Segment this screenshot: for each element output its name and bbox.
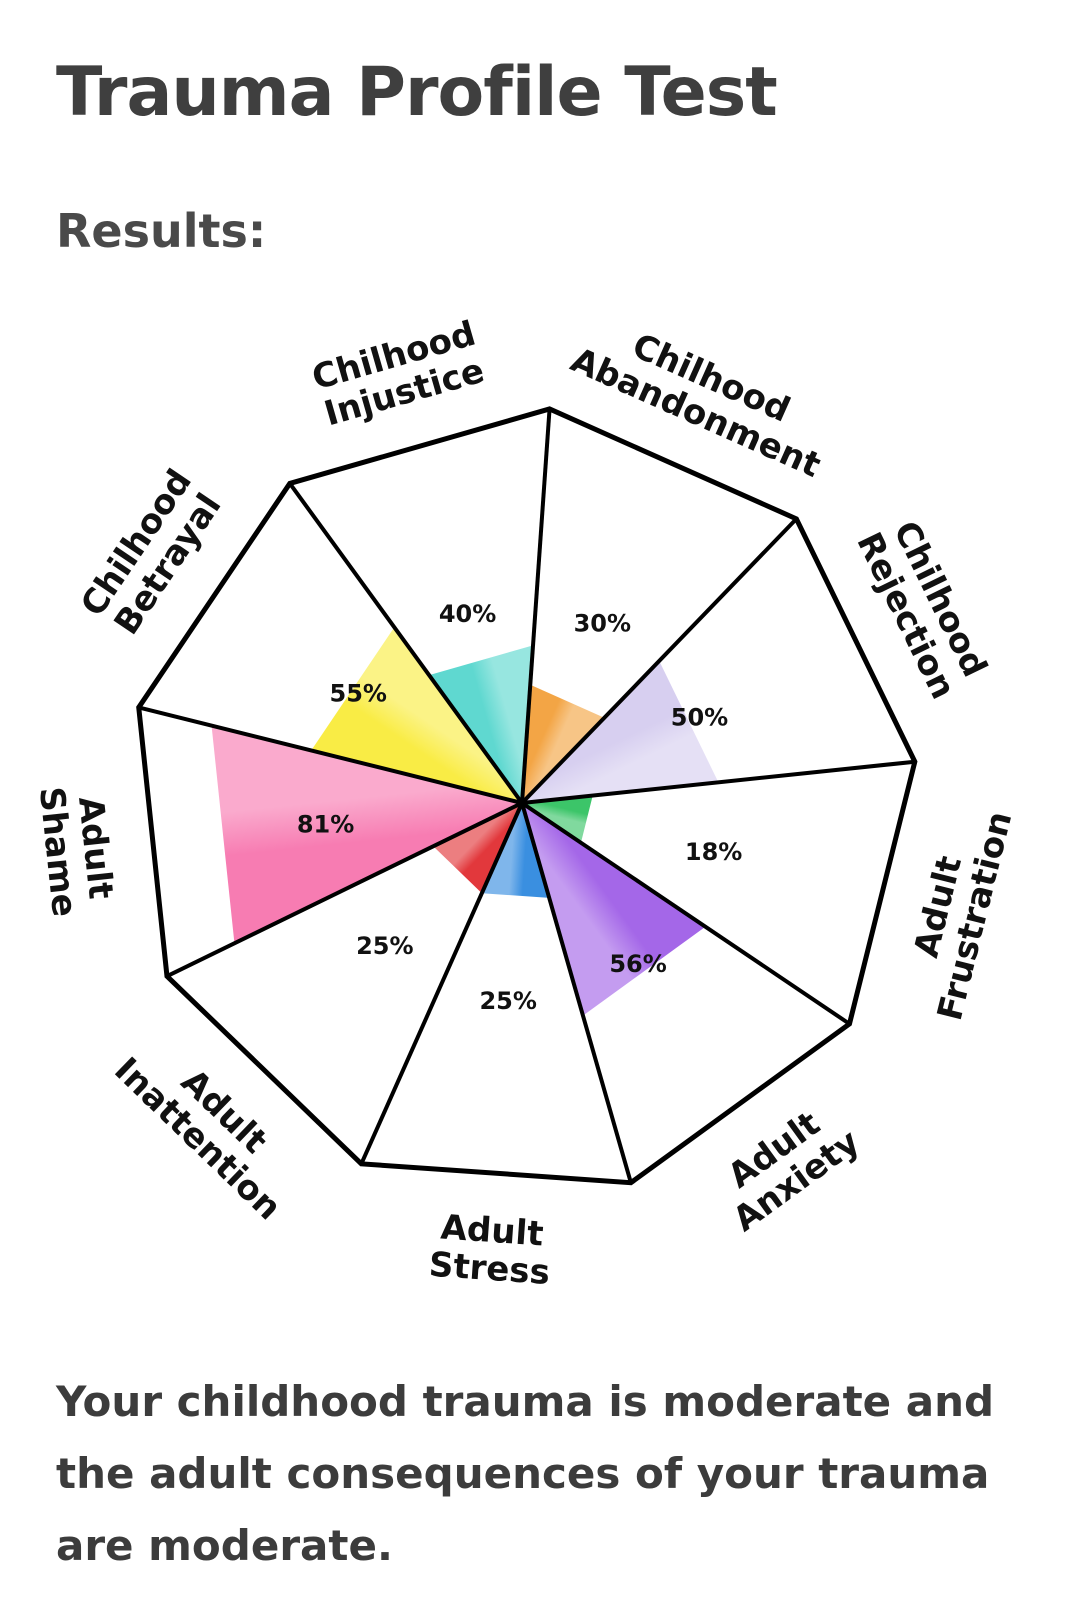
svg-text:ChilhoodAbandonment: ChilhoodAbandonment	[565, 305, 842, 486]
segment-category-label: ChilhoodBetrayal	[73, 462, 231, 645]
chart-outer-frame	[136, 406, 918, 1186]
segment-spoke	[166, 801, 523, 978]
results-summary: Your childhood trauma is moderate and th…	[56, 1377, 995, 1570]
segment-fill	[429, 645, 534, 803]
svg-text:AdultFrustration: AdultFrustration	[893, 798, 1020, 1024]
segment-value-label: 40%	[439, 600, 496, 628]
segment-spoke	[521, 759, 916, 805]
page-title: Trauma Profile Test	[56, 53, 778, 132]
segment-spoke	[520, 408, 552, 804]
segment-fill	[211, 725, 522, 944]
segment-fill	[433, 803, 522, 894]
segment-category-label: AdultShame	[31, 781, 122, 919]
trauma-profile-chart: 30% 50% 18% 56% 25% 25% 81% 55% 40% ChilhoodAban…	[31, 305, 1021, 1293]
segment-fill	[311, 627, 522, 803]
segment-category-label: AdultStress	[428, 1207, 554, 1293]
svg-text:ChilhoodInjustice: ChilhoodInjustice	[308, 314, 491, 435]
segment-fill	[522, 660, 719, 803]
segment-category-label-line: Stress	[428, 1245, 552, 1293]
results-heading: Results:	[56, 204, 267, 258]
svg-text:ChilhoodBetrayal: ChilhoodBetrayal	[73, 462, 231, 645]
segment-category-label: ChilhoodAbandonment	[565, 305, 842, 486]
segment-spoke	[359, 802, 524, 1165]
segment-category-label: ChilhoodInjustice	[308, 314, 491, 435]
segment-value-label: 25%	[479, 987, 536, 1015]
segment-value-label: 18%	[685, 838, 742, 866]
segment-spoke	[520, 517, 798, 805]
segment-category-label: AdultInattention	[106, 1023, 315, 1228]
segment-value-label: 50%	[671, 703, 728, 731]
svg-text:AdultInattention: AdultInattention	[106, 1023, 315, 1228]
segment-fill	[522, 795, 593, 843]
segment-category-label: AdultFrustration	[893, 798, 1020, 1024]
segment-spoke	[288, 482, 524, 805]
svg-text:AdultStress: AdultStress	[428, 1207, 554, 1293]
segment-value-label: 30%	[574, 610, 631, 638]
segment-value-label: 56%	[609, 950, 666, 978]
svg-text:AdultShame: AdultShame	[31, 781, 122, 919]
segment-fill	[481, 803, 550, 898]
segment-spoke	[520, 801, 851, 1026]
segment-value-label: 25%	[356, 932, 413, 960]
segment-category-label-line: Adult	[439, 1207, 544, 1254]
segment-spoke	[138, 705, 523, 805]
segment-spoke	[520, 802, 633, 1184]
segment-fill	[522, 684, 605, 803]
segment-value-label: 55%	[330, 680, 387, 708]
segment-value-label: 81%	[297, 811, 354, 839]
